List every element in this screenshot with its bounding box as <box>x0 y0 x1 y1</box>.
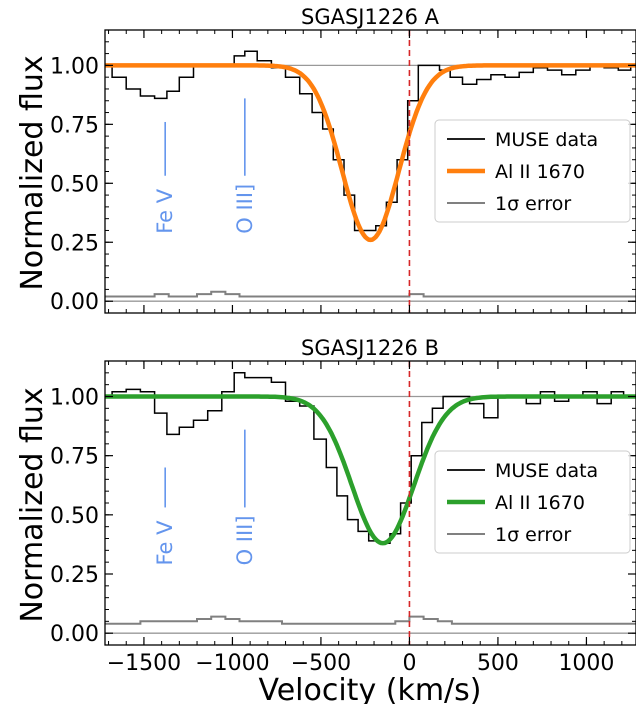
panel-top-ytick-label: 0.75 <box>50 113 99 138</box>
panel-top-fit-series <box>105 63 636 243</box>
panel-top-plot-area <box>105 50 636 298</box>
panel-bottom-ytick-label: 0.25 <box>50 563 99 588</box>
panel-bottom-plot-area <box>105 372 636 625</box>
panel-bottom-legend-label: Al II 1670 <box>495 492 585 514</box>
panel-top-legend-label: MUSE data <box>495 129 598 151</box>
panel-top-marks: Fe V O III] 0.00 0.25 0.50 0.75 1.00 MUSE data A… <box>50 29 636 315</box>
panel-top-ytick-label: 0.25 <box>50 231 99 256</box>
panel-top-legend-label: Al II 1670 <box>495 161 585 183</box>
panel-top-annotation-0-label: Fe V <box>153 188 177 234</box>
panel-bottom-legend: MUSE data Al II 1670 1σ error <box>434 450 631 554</box>
x-tick-label: −1000 <box>195 651 269 676</box>
panel-top-ylabel: Normalized flux <box>15 55 50 290</box>
panel-bottom-legend-box <box>434 450 631 554</box>
panel-top-title: SGASJ1226 A <box>301 5 440 29</box>
chart-marks: Fe V O III] 0.00 0.25 0.50 0.75 1.00 MUSE data A… <box>50 29 636 676</box>
x-tick-label: 1000 <box>558 651 614 676</box>
x-tick-label: −500 <box>291 651 351 676</box>
panel-bottom-marks: Fe V O III] 0.00 0.25 0.50 0.75 1.00 −1500 −1000… <box>50 360 636 676</box>
panel-bottom-fit-series <box>105 394 636 546</box>
x-tick-label: −1500 <box>107 651 181 676</box>
panel-bottom-legend-label: 1σ error <box>495 524 571 546</box>
panel-top-ytick-label: 0.50 <box>50 172 99 197</box>
panel-bottom-ytick-label: 0.50 <box>50 504 99 529</box>
panel-bottom-ytick-label: 0.75 <box>50 445 99 470</box>
panel-bottom-annotation-1-label: O III] <box>233 515 257 565</box>
panel-bottom-error-series <box>105 615 636 625</box>
panel-top-legend: MUSE data Al II 1670 1σ error <box>434 119 631 223</box>
panel-top-ytick-label: 0.00 <box>50 290 99 315</box>
panel-top-error-series <box>105 290 636 298</box>
x-tick-label: 500 <box>477 651 519 676</box>
x-tick-label: 0 <box>402 651 416 676</box>
x-axis-title: Velocity (km/s) <box>259 673 482 704</box>
panel-top-ytick-label: 1.00 <box>50 54 99 79</box>
panel-top-data-series <box>105 50 636 232</box>
panel-bottom: SGASJ1226 B Normalized flux <box>15 336 439 623</box>
panel-top-annotation-1-label: O III] <box>233 184 257 234</box>
panel-bottom-title: SGASJ1226 B <box>301 336 439 360</box>
panel-bottom-ytick-label: 1.00 <box>50 386 99 411</box>
panel-top-legend-box <box>434 119 631 223</box>
panel-bottom-ylabel: Normalized flux <box>15 387 50 622</box>
panel-top-legend-label: 1σ error <box>495 193 571 215</box>
panel-bottom-annotation-0-label: Fe V <box>153 520 177 566</box>
panel-top: SGASJ1226 A Normalized flux <box>15 5 440 291</box>
panel-bottom-ytick-label: 0.00 <box>50 622 99 647</box>
panel-bottom-data-series <box>105 372 636 544</box>
panel-bottom-legend-label: MUSE data <box>495 460 598 482</box>
